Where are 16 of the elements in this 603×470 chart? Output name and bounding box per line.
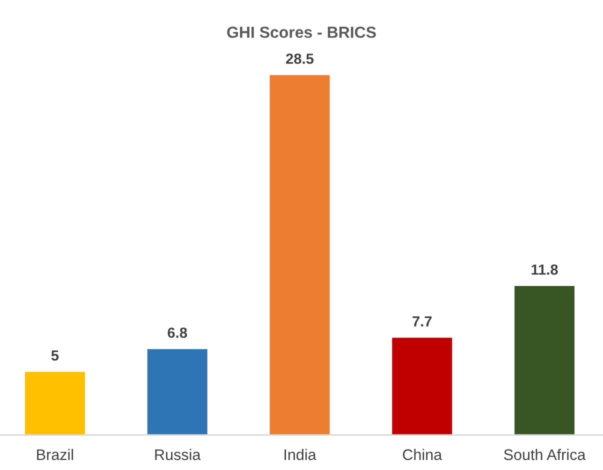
bar (24, 372, 85, 435)
bar (392, 338, 452, 435)
x-tick-label: South Africa (504, 448, 586, 460)
data-label: 28.5 (286, 54, 314, 64)
bar (270, 75, 330, 435)
x-tick-label: Russia (155, 448, 201, 460)
chart-title: GHI Scores - BRICS (227, 26, 376, 38)
data-label: 11.8 (532, 264, 558, 275)
x-tick-label: China (402, 448, 442, 460)
data-label: 6.8 (168, 328, 188, 338)
data-label: 5 (51, 350, 59, 361)
bar (514, 286, 574, 435)
data-label: 7.7 (412, 316, 432, 326)
x-tick-label: India (284, 448, 316, 460)
x-tick-label: Brazil (37, 448, 74, 460)
bar (147, 349, 208, 435)
